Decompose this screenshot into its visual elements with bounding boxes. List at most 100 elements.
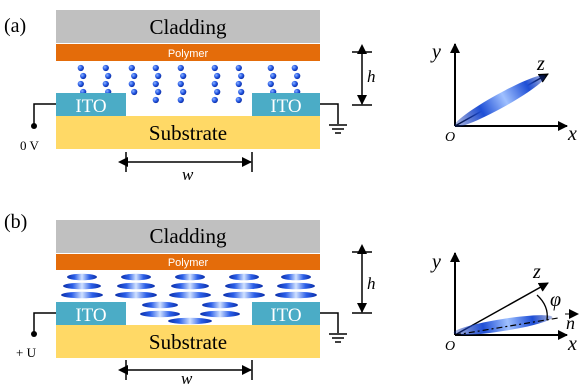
panel-a-substrate-layer (56, 116, 320, 149)
lc-molecule-ellipse (121, 273, 151, 281)
panel-b-director-symbol: n (566, 313, 575, 333)
panel-b-coordinate-axes (450, 252, 579, 340)
lc-molecule-ellipse (142, 301, 178, 309)
lc-molecule-dot (294, 72, 301, 80)
panel-b-angle-symbol: φ (550, 289, 561, 311)
panel-b-origin: O (445, 339, 455, 354)
panel-b-director-line (454, 317, 559, 336)
lc-molecule-dot (291, 80, 298, 88)
panel-a-polymer-layer (56, 44, 320, 61)
lc-molecule-ellipse (169, 291, 211, 299)
panel-a-axis-y: y (430, 41, 441, 63)
lc-molecule-ellipse (117, 282, 155, 290)
panel-b-width-symbol: w (181, 369, 193, 384)
panel-a-axis-z: z (536, 53, 545, 75)
lc-molecule-dot (77, 64, 84, 72)
panel-b-ground-icon (329, 333, 347, 343)
lc-molecule-dot (211, 80, 218, 88)
lc-molecule-ellipse (281, 273, 311, 281)
lc-molecule-ellipse (229, 273, 259, 281)
panel-b-wire-left (33, 312, 56, 333)
lc-molecule-ellipse (115, 291, 157, 299)
panel-a-width-dimension (118, 152, 253, 172)
panel-b-voltage: + U (16, 345, 37, 360)
lc-molecule-dot (155, 72, 162, 80)
lc-molecule-dot (102, 64, 109, 72)
panel-b-axis-y: y (430, 251, 441, 273)
panel-a-ito-left-label: ITO (75, 96, 106, 117)
lc-molecule-ellipse (275, 291, 317, 299)
panel-a-cladding-layer (56, 10, 320, 43)
panel-a-origin: O (445, 130, 455, 145)
panel-a-substrate-label: Substrate (149, 121, 227, 145)
panel-a-coordinate-axes (450, 43, 568, 131)
lc-molecule-ellipse (61, 291, 103, 299)
lc-molecule-ellipse (63, 282, 101, 290)
panel-b-polymer-label: Polymer (168, 257, 209, 269)
panel-b-height-dimension (352, 244, 372, 314)
lc-molecule-dot (152, 64, 159, 72)
lc-molecule-ellipse (168, 317, 212, 325)
panel-b-angle-arc (536, 294, 548, 321)
panel-b-polymer-layer (56, 254, 320, 270)
lc-molecule-dot (214, 88, 221, 96)
lc-molecule-dot (102, 80, 109, 88)
panel-a-height-symbol: h (367, 67, 376, 86)
lc-molecule-dot (128, 80, 135, 88)
lc-molecule-dot (180, 88, 187, 96)
lc-molecule-dot (105, 72, 112, 80)
panel-b: (b) Cladding Polymer Substrate ITO ITO +… (4, 211, 579, 384)
panel-b-lc-horizontal-molecules (61, 273, 317, 299)
lc-molecule-dot (235, 96, 242, 104)
lc-molecule-dot (238, 72, 245, 80)
lc-molecule-dot (152, 80, 159, 88)
lc-molecule-dot (177, 64, 184, 72)
lc-molecule-dot (77, 80, 84, 88)
panel-b-ito-right-label: ITO (270, 305, 301, 326)
panel-b-substrate-label: Substrate (149, 330, 227, 354)
panel-a-terminal (31, 123, 37, 129)
lc-molecule-dot (128, 64, 135, 72)
panel-a-axis-x: x (567, 123, 577, 145)
panel-a-ito-right-label: ITO (270, 96, 301, 117)
panel-b-lc-gap-molecules (140, 301, 240, 325)
lc-molecule-dot (180, 72, 187, 80)
panel-a-lc-molecule-rod (454, 75, 546, 127)
panel-b-axis-z: z (532, 261, 541, 283)
lc-molecule-dot (211, 64, 218, 72)
lc-molecule-ellipse (200, 310, 240, 318)
panel-b-terminal (31, 331, 37, 337)
lc-molecule-dot (270, 72, 277, 80)
panel-a: (a) Cladding Polymer Substrate ITO ITO 0… (4, 10, 577, 184)
lc-molecule-ellipse (140, 310, 180, 318)
lc-molecule-dot (211, 96, 218, 104)
lc-molecule-dot (80, 72, 87, 80)
lc-molecule-ellipse (202, 301, 238, 309)
lc-molecule-dot (155, 88, 162, 96)
lc-molecule-dot (267, 64, 274, 72)
panel-b-cladding-layer (56, 220, 320, 253)
panel-a-polymer-label: Polymer (168, 48, 209, 60)
panel-a-width-symbol: w (182, 165, 194, 184)
panel-a-wire-right (320, 103, 339, 124)
lc-molecule-dot (235, 80, 242, 88)
lc-molecule-dot (177, 96, 184, 104)
lc-molecule-ellipse (171, 282, 209, 290)
lc-molecule-ellipse (67, 273, 97, 281)
panel-a-wire-left (33, 103, 56, 125)
lc-molecule-ellipse (175, 273, 205, 281)
lc-molecule-ellipse (225, 282, 263, 290)
panel-b-height-symbol: h (367, 274, 376, 293)
panel-b-wire-right (320, 312, 339, 333)
panel-b-cladding-label: Cladding (150, 224, 227, 248)
lc-molecule-dot (235, 64, 242, 72)
panel-b-ito-right (252, 302, 320, 325)
panel-a-ground-icon (329, 124, 347, 134)
panel-a-cladding-label: Cladding (150, 15, 227, 39)
lc-molecule-dot (267, 80, 274, 88)
lc-molecule-dot (238, 88, 245, 96)
panel-a-ito-right (252, 93, 320, 116)
panel-b-width-dimension (118, 360, 253, 380)
panel-a-height-dimension (352, 44, 372, 106)
